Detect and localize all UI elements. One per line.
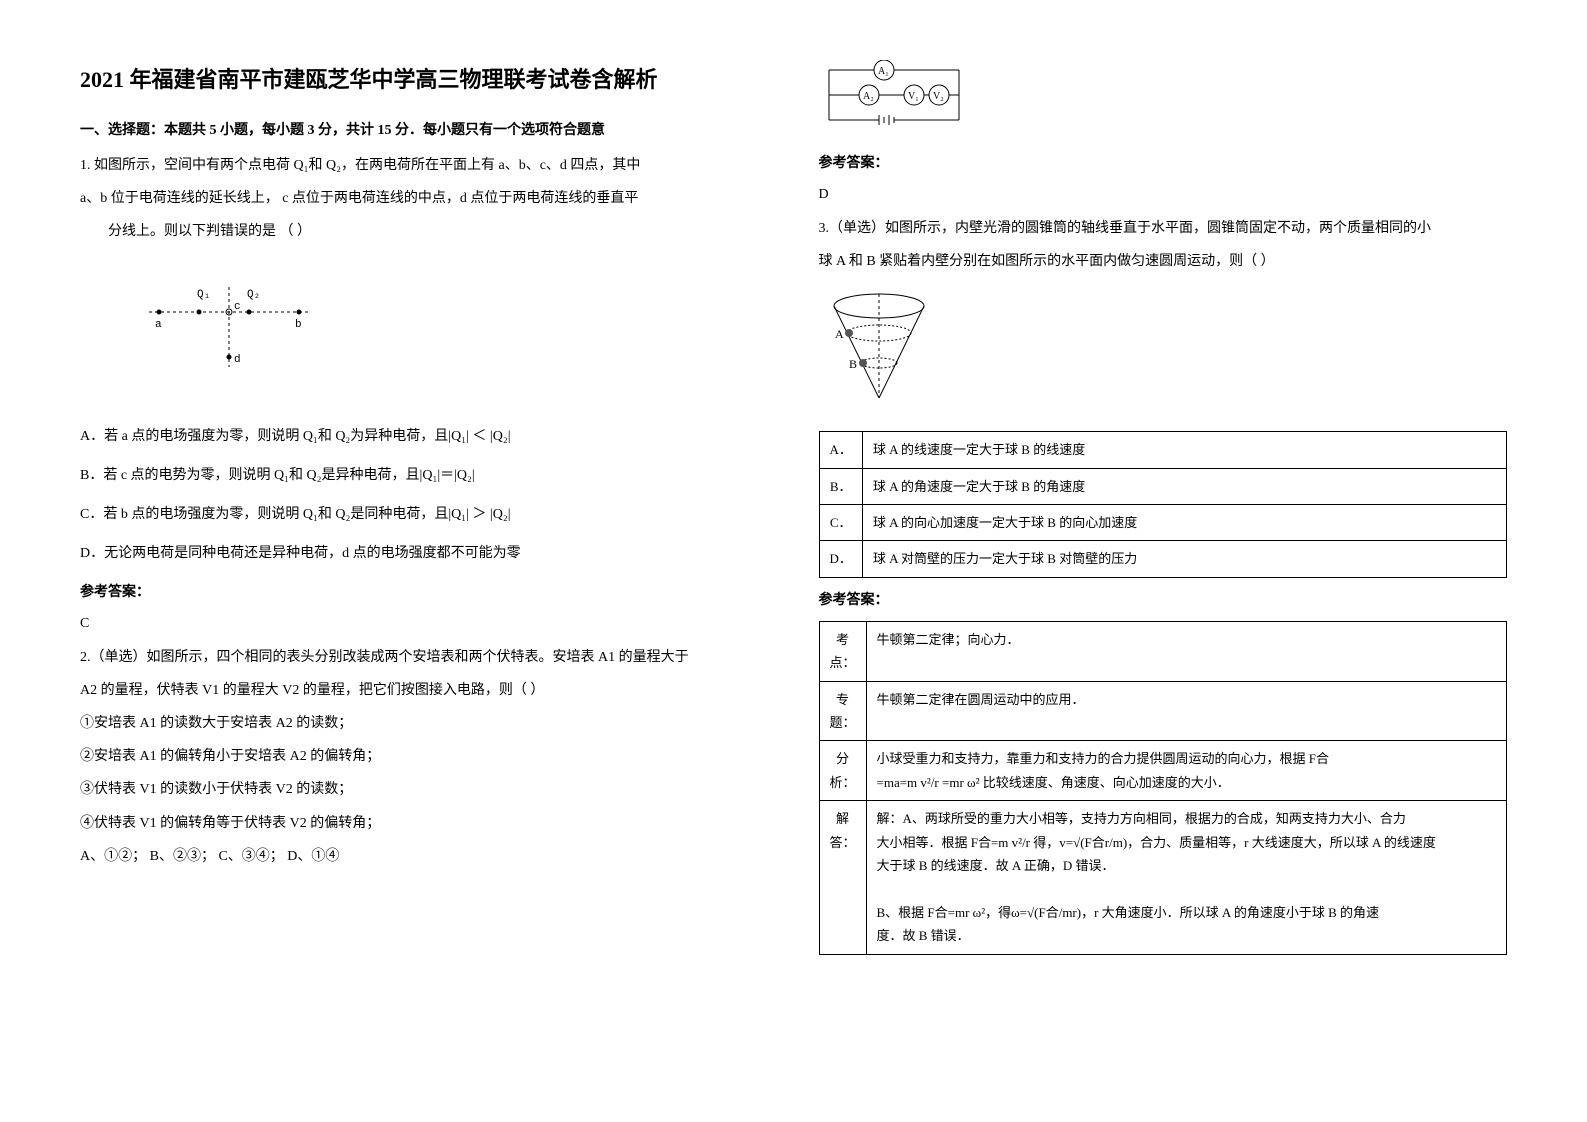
jieda-line-1: 解：A、两球所受的重力大小相等，支持力方向相同，根据力的合成，知两支持力大小、合… (877, 811, 1406, 826)
svg-text:Q₁: Q₁ (197, 289, 210, 301)
q2-answer-label: 参考答案： (819, 151, 1508, 176)
kaodian-text: 牛顿第二定律；向心力． (866, 621, 1507, 681)
svg-text:c: c (234, 301, 241, 313)
q2-opt-3: ③伏特表 V1 的读数小于伏特表 V2 的读数； (80, 777, 769, 802)
jieda-label: 解答： (819, 801, 866, 954)
q3-stem-1: 3.（单选）如图所示，内壁光滑的圆锥筒的轴线垂直于水平面，圆锥筒固定不动，两个质… (819, 216, 1508, 241)
zhuanti-text: 牛顿第二定律在圆周运动中的应用． (866, 681, 1507, 741)
q3-opt-b-label: B． (819, 468, 862, 504)
jieda-line-3: 大于球 B 的线速度．故 A 正确，D 错误． (877, 858, 1115, 873)
svg-text:d: d (234, 354, 241, 366)
page-title: 2021 年福建省南平市建瓯芝华中学高三物理联考试卷含解析 (80, 60, 769, 100)
zhuanti-label: 专题： (819, 681, 866, 741)
kaodian-label: 考点： (819, 621, 866, 681)
svg-text:b: b (295, 319, 302, 331)
q2-answer: D (819, 182, 1508, 207)
q2-circuit-diagram: A₁ A₂ V₁ V₂ (819, 60, 1508, 139)
q3-opt-b: 球 A 的角速度一定大于球 B 的角速度 (862, 468, 1506, 504)
q3-opt-c: 球 A 的向心加速度一定大于球 B 的向心加速度 (862, 504, 1506, 540)
q3-cone-diagram: A B (819, 288, 1508, 417)
right-column: A₁ A₂ V₁ V₂ 参考答案： D 3.（单选）如图所示，内壁光滑的圆锥筒的… (819, 60, 1508, 1062)
fenxi-cell: 小球受重力和支持力，靠重力和支持力的合力提供圆周运动的向心力，根据 F合 =ma… (866, 741, 1507, 801)
q3-options-table: A．球 A 的线速度一定大于球 B 的线速度 B．球 A 的角速度一定大于球 B… (819, 431, 1508, 578)
q1-option-d: D．无论两电荷是同种电荷还是异种电荷，d 点的电场强度都不可能为零 (80, 541, 769, 566)
fenxi-label: 分析： (819, 741, 866, 801)
q3-answer-label: 参考答案： (819, 588, 1508, 613)
q1-option-a: A．若 a 点的电场强度为零，则说明 Q₁和 Q₂为异种电荷，且|Q₁| ＜ |… (80, 424, 769, 449)
svg-text:Q₂: Q₂ (247, 289, 260, 301)
svg-text:A₁: A₁ (878, 66, 889, 77)
q3-opt-c-label: C． (819, 504, 862, 540)
q1-stem-2: a、b 位于电荷连线的延长线上， c 点位于两电荷连线的中点，d 点位于两电荷连… (80, 186, 769, 211)
q2-stem-2: A2 的量程，伏特表 V1 的量程大 V2 的量程，把它们按图接入电路，则（ ） (80, 678, 769, 703)
jieda-cell: 解：A、两球所受的重力大小相等，支持力方向相同，根据力的合成，知两支持力大小、合… (866, 801, 1507, 954)
q2-choices: A、①②； B、②③； C、③④； D、①④ (80, 844, 769, 869)
svg-text:A₂: A₂ (863, 91, 874, 102)
q1-stem-3: 分线上。则以下判错误的是 （ ） (80, 219, 769, 244)
q2-opt-2: ②安培表 A1 的偏转角小于安培表 A2 的偏转角； (80, 744, 769, 769)
svg-text:B: B (849, 357, 857, 371)
q3-opt-d: 球 A 对筒壁的压力一定大于球 B 对筒壁的压力 (862, 541, 1506, 577)
svg-text:V₂: V₂ (933, 91, 944, 102)
jieda-line-5: 度．故 B 错误． (877, 928, 970, 943)
q1-stem-1: 1. 如图所示，空间中有两个点电荷 Q₁和 Q₂，在两电荷所在平面上有 a、b、… (80, 153, 769, 178)
svg-text:a: a (155, 319, 162, 331)
q3-opt-d-label: D． (819, 541, 862, 577)
q1-answer-label: 参考答案： (80, 580, 769, 605)
q1-option-c: C．若 b 点的电场强度为零，则说明 Q₁和 Q₂是同种电荷，且|Q₁| ＞ |… (80, 502, 769, 527)
svg-text:V₁: V₁ (908, 91, 919, 102)
q2-opt-1: ①安培表 A1 的读数大于安培表 A2 的读数； (80, 711, 769, 736)
section-1-title: 一、选择题：本题共 5 小题，每小题 3 分，共计 15 分．每小题只有一个选项… (80, 118, 769, 143)
jieda-line-2: 大小相等．根据 F合=m v²/r 得，v=√(F合r/m)，合力、质量相等，r… (877, 835, 1436, 850)
q3-opt-a: 球 A 的线速度一定大于球 B 的线速度 (862, 432, 1506, 468)
fenxi-line-1: 小球受重力和支持力，靠重力和支持力的合力提供圆周运动的向心力，根据 F合 (877, 751, 1329, 766)
q1-answer: C (80, 611, 769, 636)
q2-stem-1: 2.（单选）如图所示，四个相同的表头分别改装成两个安培表和两个伏特表。安培表 A… (80, 645, 769, 670)
q2-opt-4: ④伏特表 V1 的偏转角等于伏特表 V2 的偏转角； (80, 811, 769, 836)
q1-diagram: Q₁ Q₂ a c b d (110, 262, 769, 395)
q1-option-b: B．若 c 点的电势为零，则说明 Q₁和 Q₂是异种电荷，且|Q₁|＝|Q₂| (80, 463, 769, 488)
svg-text:A: A (835, 327, 844, 341)
q3-opt-a-label: A． (819, 432, 862, 468)
left-column: 2021 年福建省南平市建瓯芝华中学高三物理联考试卷含解析 一、选择题：本题共 … (80, 60, 769, 1062)
q3-stem-2: 球 A 和 B 紧贴着内壁分别在如图所示的水平面内做匀速圆周运动，则（ ） (819, 249, 1508, 274)
fenxi-line-2: =ma=m v²/r =mr ω² 比较线速度、角速度、向心加速度的大小． (877, 775, 1230, 790)
q3-analysis-table: 考点： 牛顿第二定律；向心力． 专题： 牛顿第二定律在圆周运动中的应用． 分析：… (819, 621, 1508, 955)
jieda-line-4: B、根据 F合=mr ω²，得ω=√(F合/mr)，r 大角速度小．所以球 A … (877, 905, 1380, 920)
